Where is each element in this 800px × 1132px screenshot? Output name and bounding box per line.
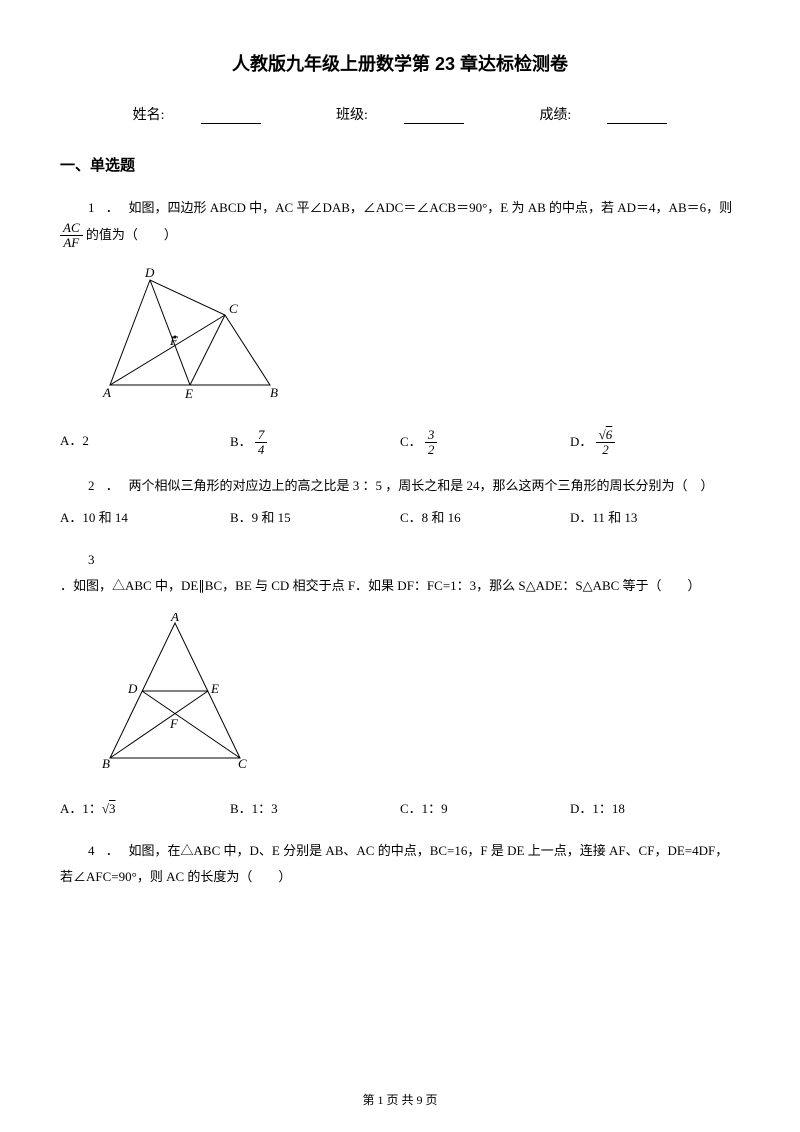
- q2-dot: ．: [106, 478, 113, 493]
- q1-fraction: AC AF: [60, 221, 83, 251]
- q1-option-d: D． √62: [570, 428, 740, 458]
- page-footer: 第 1 页 共 9 页: [0, 1091, 800, 1108]
- name-field: 姓名:: [115, 108, 279, 123]
- q3-option-a: A．1：√3: [60, 796, 230, 822]
- q1-options: A．2 B． 74 C． 32 D． √62: [60, 428, 740, 458]
- q1-option-c: C． 32: [400, 428, 570, 458]
- section-header: 一、单选题: [60, 154, 740, 175]
- svg-text:A: A: [102, 385, 111, 400]
- q1-option-b: B． 74: [230, 428, 400, 458]
- svg-text:F: F: [169, 333, 179, 348]
- question-3: 3 ．如图，△ABC 中，DE∥BC，BE 与 CD 相交于点 F．如果 DF：…: [60, 547, 740, 822]
- q2-option-a: A．10 和 14: [60, 505, 230, 531]
- q2-option-d: D．11 和 13: [570, 505, 740, 531]
- q3-options: A．1：√3 B．1：3 C．1：9 D．1：18: [60, 796, 740, 822]
- q2-option-b: B．9 和 15: [230, 505, 400, 531]
- question-4: 4 ． 如图，在△ABC 中，D、E 分别是 AB、AC 的中点，BC=16，F…: [60, 838, 740, 890]
- q2-option-c: C．8 和 16: [400, 505, 570, 531]
- q2-number: 2: [88, 478, 95, 493]
- svg-text:E: E: [184, 386, 193, 401]
- q2-options: A．10 和 14 B．9 和 15 C．8 和 16 D．11 和 13: [60, 505, 740, 531]
- q3-option-b: B．1：3: [230, 796, 400, 822]
- q4-dot: ．: [106, 843, 113, 858]
- q1-dot: ．: [106, 200, 113, 215]
- q3-figure: A B C D E F: [100, 613, 740, 782]
- q1-number: 1: [88, 200, 95, 215]
- svg-text:D: D: [127, 681, 138, 696]
- svg-text:C: C: [229, 301, 238, 316]
- score-field: 成绩:: [521, 108, 685, 123]
- q4-text: 如图，在△ABC 中，D、E 分别是 AB、AC 的中点，BC=16，F 是 D…: [60, 843, 728, 884]
- page-title: 人教版九年级上册数学第 23 章达标检测卷: [60, 50, 740, 76]
- q1-text2: 的值为（ ）: [86, 227, 177, 242]
- svg-text:F: F: [169, 716, 179, 731]
- svg-text:D: D: [144, 265, 155, 280]
- svg-text:B: B: [270, 385, 278, 400]
- q1-text1: 如图，四边形 ABCD 中，AC 平∠DAB，∠ADC＝∠ACB＝90°，E 为…: [129, 200, 733, 215]
- q1-figure: A B C D E F: [100, 265, 740, 414]
- q4-number: 4: [88, 843, 95, 858]
- q3-number: 3: [88, 552, 95, 567]
- question-1: 1 ． 如图，四边形 ABCD 中，AC 平∠DAB，∠ADC＝∠ACB＝90°…: [60, 195, 740, 457]
- svg-text:E: E: [210, 681, 219, 696]
- q3-option-c: C．1：9: [400, 796, 570, 822]
- svg-text:A: A: [170, 613, 179, 624]
- q3-option-d: D．1：18: [570, 796, 740, 822]
- class-field: 班级:: [318, 108, 482, 123]
- q3-text: ．如图，△ABC 中，DE∥BC，BE 与 CD 相交于点 F．如果 DF：FC…: [60, 578, 701, 593]
- question-2: 2 ． 两个相似三角形的对应边上的高之比是 3 ：5 ，周长之和是 24，那么这…: [60, 473, 740, 531]
- q1-option-a: A．2: [60, 428, 230, 458]
- q2-text: 两个相似三角形的对应边上的高之比是 3 ：5 ，周长之和是 24，那么这两个三角…: [129, 478, 714, 493]
- svg-text:B: B: [102, 756, 110, 771]
- svg-text:C: C: [238, 756, 247, 771]
- info-line: 姓名: 班级: 成绩:: [60, 104, 740, 124]
